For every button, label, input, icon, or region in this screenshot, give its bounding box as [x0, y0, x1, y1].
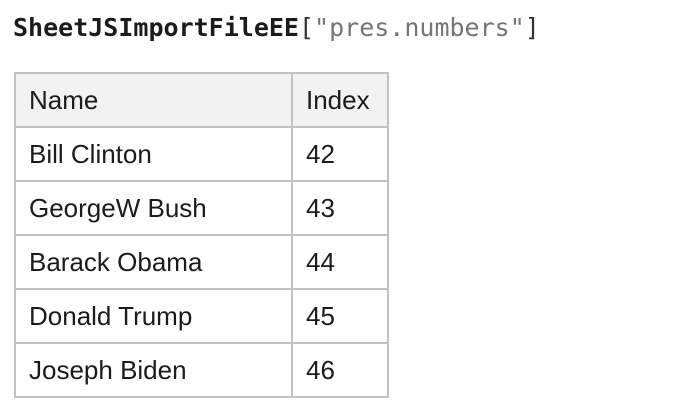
column-header-index: Index: [291, 72, 389, 128]
index-cell: 45: [291, 288, 389, 344]
name-cell: GeorgeW Bush: [14, 180, 293, 236]
title-key-string: "pres.numbers": [314, 13, 525, 42]
name-cell: Donald Trump: [14, 288, 293, 344]
table-body: Bill Clinton 42 GeorgeW Bush 43 Barack Obama…: [14, 126, 389, 398]
table-row: Barack Obama 44: [14, 234, 389, 290]
table-header: Name Index: [14, 72, 389, 128]
header-row: Name Index: [14, 72, 389, 128]
presidents-table: Name Index Bill Clinton 42 GeorgeW Bush 43 B…: [14, 72, 389, 398]
table-row: GeorgeW Bush 43: [14, 180, 389, 236]
column-header-name: Name: [14, 72, 293, 128]
index-cell: 46: [291, 342, 389, 398]
title-object-name: SheetJSImportFileEE: [13, 13, 299, 42]
table-row: Donald Trump 45: [14, 288, 389, 344]
title-open-bracket: [: [298, 13, 315, 42]
table-row: Joseph Biden 46: [14, 342, 389, 398]
index-cell: 43: [291, 180, 389, 236]
name-cell: Barack Obama: [14, 234, 293, 290]
table-row: Bill Clinton 42: [14, 126, 389, 182]
page-title: SheetJSImportFileEE["pres.numbers"]: [13, 12, 540, 44]
name-cell: Joseph Biden: [14, 342, 293, 398]
index-cell: 44: [291, 234, 389, 290]
index-cell: 42: [291, 126, 389, 182]
title-close-bracket: ]: [524, 13, 540, 42]
name-cell: Bill Clinton: [14, 126, 293, 182]
